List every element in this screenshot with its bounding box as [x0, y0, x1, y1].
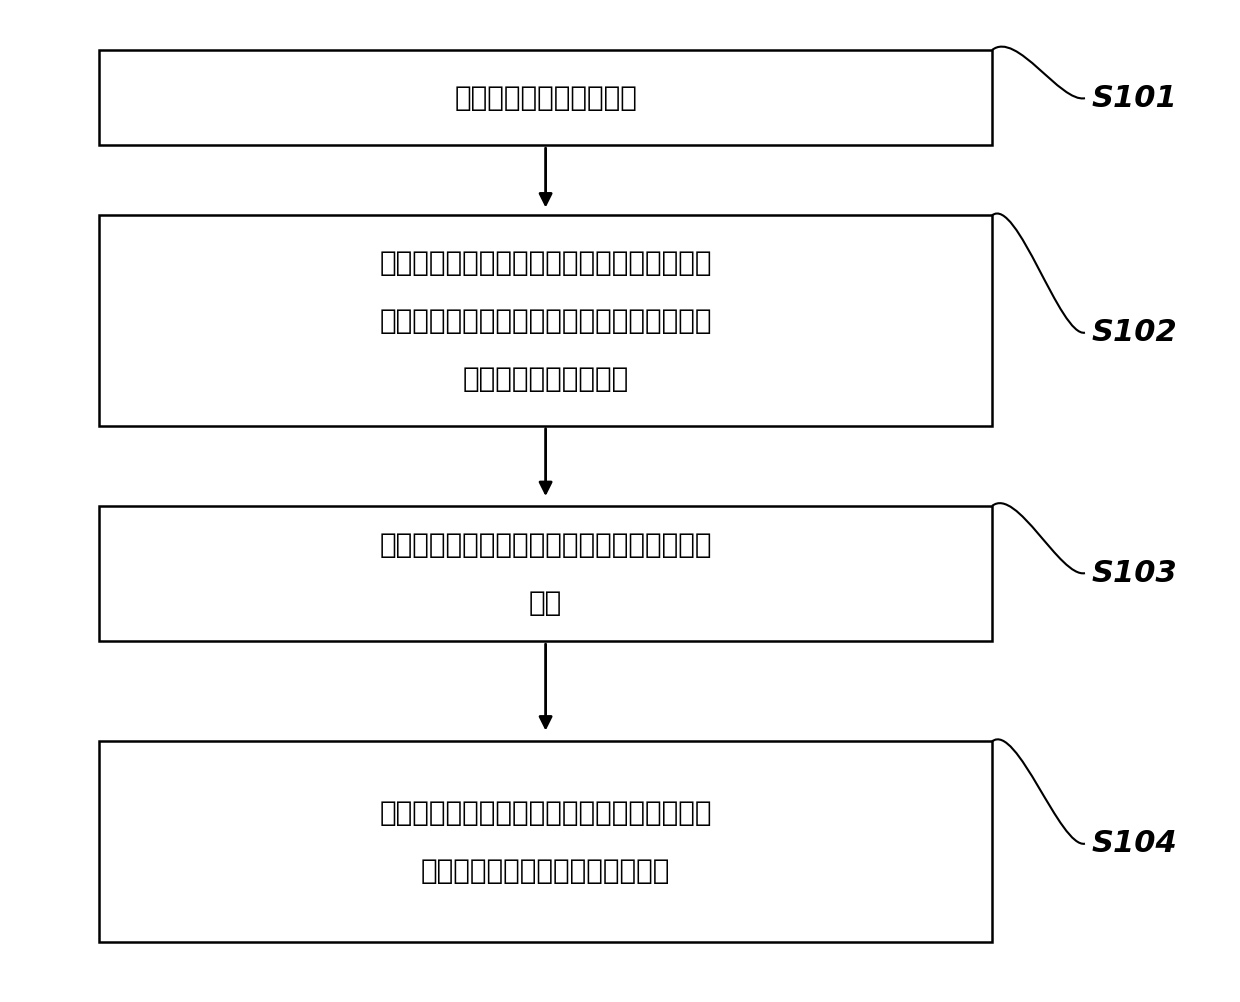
Text: 获取目标小区的测量报告: 获取目标小区的测量报告: [454, 84, 637, 111]
Bar: [99, 215, 992, 426]
Text: 概率: 概率: [529, 589, 562, 616]
Bar: [99, 741, 992, 942]
Text: 行切换时所需测量的频点进行配置: 行切换时所需测量的频点进行配置: [420, 857, 671, 885]
Bar: [99, 506, 992, 641]
Text: S101: S101: [1091, 84, 1177, 112]
Text: 告得到该频点的第一测量値、第二测量値和第: 告得到该频点的第一测量値、第二测量値和第: [379, 307, 712, 335]
Text: S102: S102: [1091, 319, 1177, 347]
Text: 根据得到的至少一个测量値确定该频点的配置: 根据得到的至少一个测量値确定该频点的配置: [379, 531, 712, 558]
Text: S103: S103: [1091, 559, 1177, 587]
Text: 对于测量报告中包含的每一频点，分析测量报: 对于测量报告中包含的每一频点，分析测量报: [379, 248, 712, 277]
Text: 三测量値中的至少一个: 三测量値中的至少一个: [463, 365, 629, 393]
Bar: [99, 50, 992, 145]
Text: 基于各频点的配置概率对终端在目标小区内进: 基于各频点的配置概率对终端在目标小区内进: [379, 799, 712, 827]
Text: S104: S104: [1091, 830, 1177, 858]
